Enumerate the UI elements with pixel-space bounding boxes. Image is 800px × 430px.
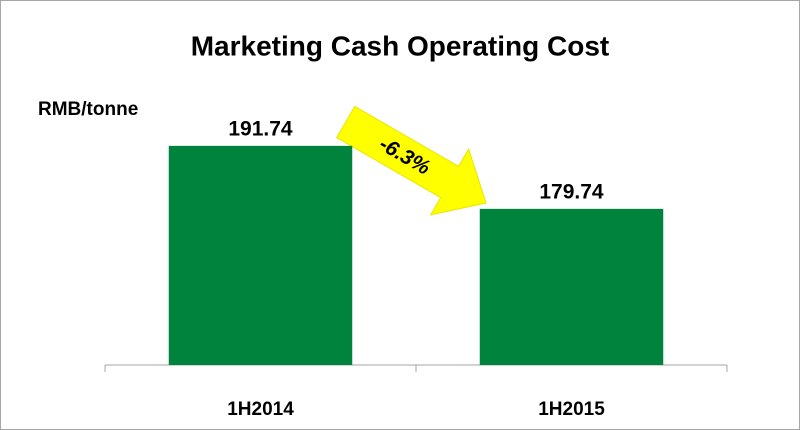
bar <box>168 145 353 365</box>
arrow-shape <box>336 105 487 216</box>
x-tick-label: 1H2015 <box>538 399 605 420</box>
chart-title: Marketing Cash Operating Cost <box>191 30 610 61</box>
bar <box>479 208 664 365</box>
data-label: 191.74 <box>228 117 293 140</box>
y-axis-label: RMB/tonne <box>38 99 138 120</box>
x-tick-label: 1H2014 <box>227 399 294 420</box>
data-label: 179.74 <box>539 180 604 203</box>
